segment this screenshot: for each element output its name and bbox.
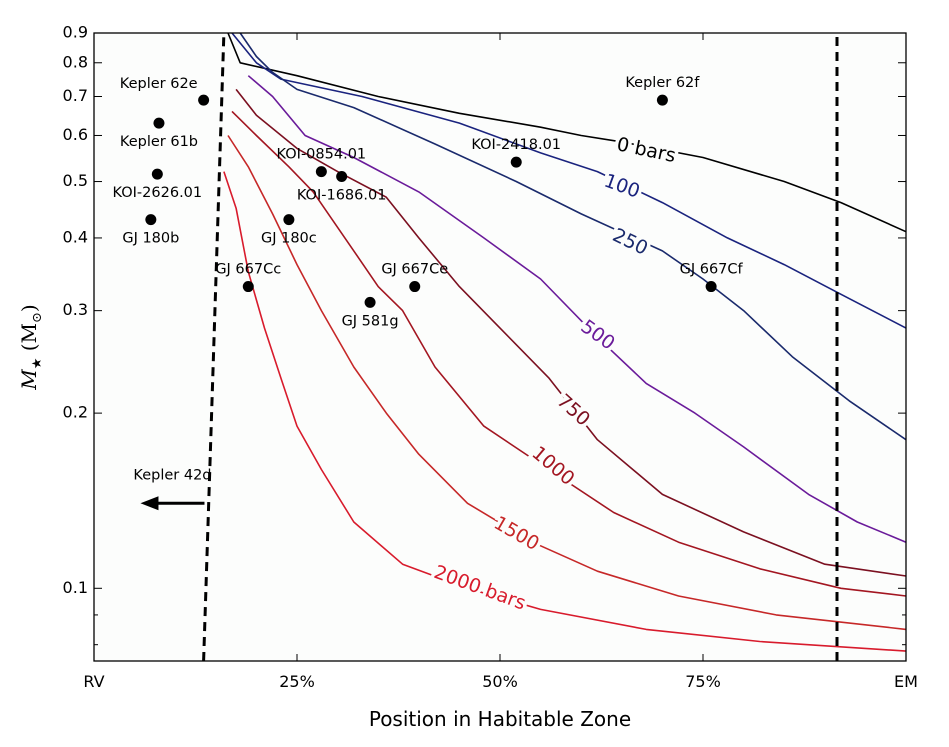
x-axis-ticks: RV 25% 50% 75% EM xyxy=(83,33,918,691)
y-axis-ticks: 0.1 0.2 0.3 0.4 0.5 0.6 0.7 0.8 0.9 xyxy=(63,23,906,646)
contour-2000-bars xyxy=(223,171,907,652)
planet-marker-koi-2418-01 xyxy=(510,156,522,168)
contour-1000 xyxy=(231,110,907,597)
planet-label-gj-180c: GJ 180c xyxy=(261,231,317,247)
y-axis-label-unit-subscript: ⊙ xyxy=(30,312,45,323)
annotations: Kepler 42d xyxy=(133,467,212,511)
left-arrow-icon xyxy=(140,496,159,511)
planet-label-koi-2418-01: KOI-2418.01 xyxy=(471,137,561,153)
x-axis-label: Position in Habitable Zone xyxy=(369,707,631,731)
contour-0-bars xyxy=(227,32,907,233)
y-tick-label-0-6: 0.6 xyxy=(63,125,88,144)
plot-background xyxy=(94,33,906,661)
y-tick-label-0-8: 0.8 xyxy=(63,52,88,71)
planet-label-koi-1686-01: KOI-1686.01 xyxy=(297,188,387,204)
annotation-label-kepler-42d: Kepler 42d xyxy=(133,467,211,483)
contour-100 xyxy=(231,32,907,329)
planet-label-koi-2626-01: KOI-2626.01 xyxy=(113,185,203,201)
y-axis-label-unit-close: ) xyxy=(17,304,41,312)
x-tick-label-25: 25% xyxy=(279,672,315,691)
planet-marker-kepler-62f xyxy=(656,94,668,106)
planet-label-gj-667ce: GJ 667Ce xyxy=(381,262,448,278)
y-axis-label-unit: (M xyxy=(17,323,41,351)
planet-marker-kepler-62e xyxy=(198,94,210,106)
planet-marker-gj-667ce xyxy=(409,281,421,293)
planet-label-gj-180b: GJ 180b xyxy=(122,231,179,247)
x-tick-label-rv: RV xyxy=(83,672,104,691)
planet-label-gj-581g: GJ 581g xyxy=(342,313,399,329)
contour-lines xyxy=(223,32,907,652)
planet-label-gj-667cf: GJ 667Cf xyxy=(680,262,744,278)
y-tick-label-0-4: 0.4 xyxy=(63,227,88,246)
planet-label-kepler-62e: Kepler 62e xyxy=(120,76,198,92)
planet-label-gj-667cc: GJ 667Cc xyxy=(215,262,281,278)
planet-markers: Kepler 62e Kepler 62f Kepler 61b KOI-2418.0… xyxy=(113,75,744,329)
planet-label-kepler-62f: Kepler 62f xyxy=(625,75,700,91)
y-tick-label-0-5: 0.5 xyxy=(63,171,88,190)
planet-marker-gj-581g xyxy=(364,296,376,308)
y-tick-label-0-1: 0.1 xyxy=(63,578,88,597)
contour-750 xyxy=(235,88,907,577)
planet-marker-gj-180b xyxy=(145,214,157,226)
y-tick-label-0-2: 0.2 xyxy=(63,403,88,422)
y-tick-label-0-7: 0.7 xyxy=(63,86,88,105)
contour-250 xyxy=(239,32,907,441)
y-axis-label-symbol: M xyxy=(17,369,41,391)
y-tick-label-0-9: 0.9 xyxy=(63,23,88,42)
planet-marker-koi-1686-01 xyxy=(336,171,348,183)
planet-label-koi-0854-01: KOI-0854.01 xyxy=(277,147,367,163)
svg-text:M★ (M⊙): M★ (M⊙) xyxy=(17,304,45,391)
planet-marker-gj-667cf xyxy=(705,281,717,293)
contour-1500 xyxy=(227,135,907,631)
y-axis-label-subscript: ★ xyxy=(30,358,45,370)
x-tick-label-em: EM xyxy=(894,672,918,691)
x-tick-label-50: 50% xyxy=(482,672,518,691)
contour-500 xyxy=(247,75,907,543)
planet-marker-koi-0854-01 xyxy=(315,166,327,178)
planet-label-kepler-61b: Kepler 61b xyxy=(120,134,198,150)
x-tick-label-75: 75% xyxy=(685,672,721,691)
planet-marker-gj-667cc xyxy=(242,281,254,293)
planet-marker-kepler-61b xyxy=(153,117,165,129)
planet-marker-koi-2626-01 xyxy=(151,168,163,180)
y-axis-label: M★ (M⊙) xyxy=(17,304,45,391)
planet-marker-gj-180c xyxy=(283,214,295,226)
y-tick-label-0-3: 0.3 xyxy=(63,300,88,319)
